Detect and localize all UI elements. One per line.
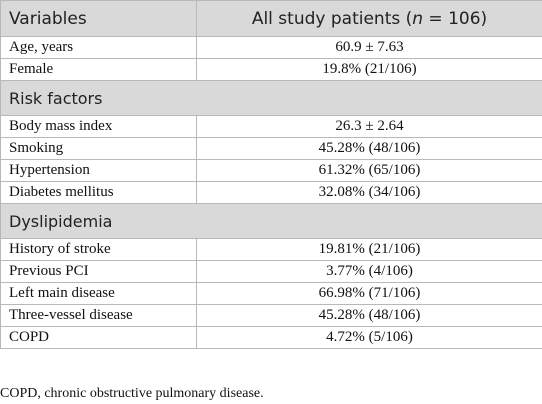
row-label: Previous PCI: [0, 260, 197, 283]
row-value: 45.28% (48/106): [196, 304, 542, 327]
row-label: Three-vessel disease: [0, 304, 197, 327]
table-row: Age, years 60.9 ± 7.63: [0, 36, 542, 59]
row-value: 3.77% (4/106): [196, 260, 542, 283]
header-col2-n: n: [412, 8, 424, 29]
table-header-row: Variables All study patients (n = 106): [0, 0, 542, 37]
table-row: Previous PCI 3.77% (4/106): [0, 260, 542, 283]
row-label: Age, years: [0, 36, 197, 59]
table-row: Hypertension 61.32% (65/106): [0, 159, 542, 182]
header-all-study-patients: All study patients (n = 106): [196, 0, 542, 37]
table-row: COPD 4.72% (5/106): [0, 326, 542, 349]
row-label: Female: [0, 58, 197, 81]
header-variables: Variables: [0, 0, 197, 37]
header-col2-suffix: = 106): [423, 8, 488, 29]
patient-characteristics-table: Variables All study patients (n = 106) A…: [0, 0, 542, 349]
section-title-risk-factors: Risk factors: [0, 80, 542, 116]
header-col2-prefix: All study patients (: [251, 8, 413, 29]
row-value: 32.08% (34/106): [196, 181, 542, 204]
row-label: Body mass index: [0, 115, 197, 138]
table-row: Body mass index 26.3 ± 2.64: [0, 115, 542, 138]
row-value: 61.32% (65/106): [196, 159, 542, 182]
row-value: 26.3 ± 2.64: [196, 115, 542, 138]
table-row: Female 19.8% (21/106): [0, 58, 542, 81]
section-row-risk-factors: Risk factors: [0, 80, 542, 116]
table-row: History of stroke 19.81% (21/106): [0, 238, 542, 261]
row-label: Left main disease: [0, 282, 197, 305]
row-label: Diabetes mellitus: [0, 181, 197, 204]
row-label: Hypertension: [0, 159, 197, 182]
row-label: History of stroke: [0, 238, 197, 261]
row-label: COPD: [0, 326, 197, 349]
row-label: Smoking: [0, 137, 197, 160]
table-row: Smoking 45.28% (48/106): [0, 137, 542, 160]
table-footnote: COPD, chronic obstructive pulmonary dise…: [0, 386, 264, 401]
table-row: Diabetes mellitus 32.08% (34/106): [0, 181, 542, 204]
row-value: 4.72% (5/106): [196, 326, 542, 349]
row-value: 45.28% (48/106): [196, 137, 542, 160]
row-value: 19.81% (21/106): [196, 238, 542, 261]
section-row-dyslipidemia: Dyslipidemia: [0, 203, 542, 239]
row-value: 60.9 ± 7.63: [196, 36, 542, 59]
row-value: 19.8% (21/106): [196, 58, 542, 81]
table-row: Left main disease 66.98% (71/106): [0, 282, 542, 305]
section-title-dyslipidemia: Dyslipidemia: [0, 203, 542, 239]
row-value: 66.98% (71/106): [196, 282, 542, 305]
table-row: Three-vessel disease 45.28% (48/106): [0, 304, 542, 327]
